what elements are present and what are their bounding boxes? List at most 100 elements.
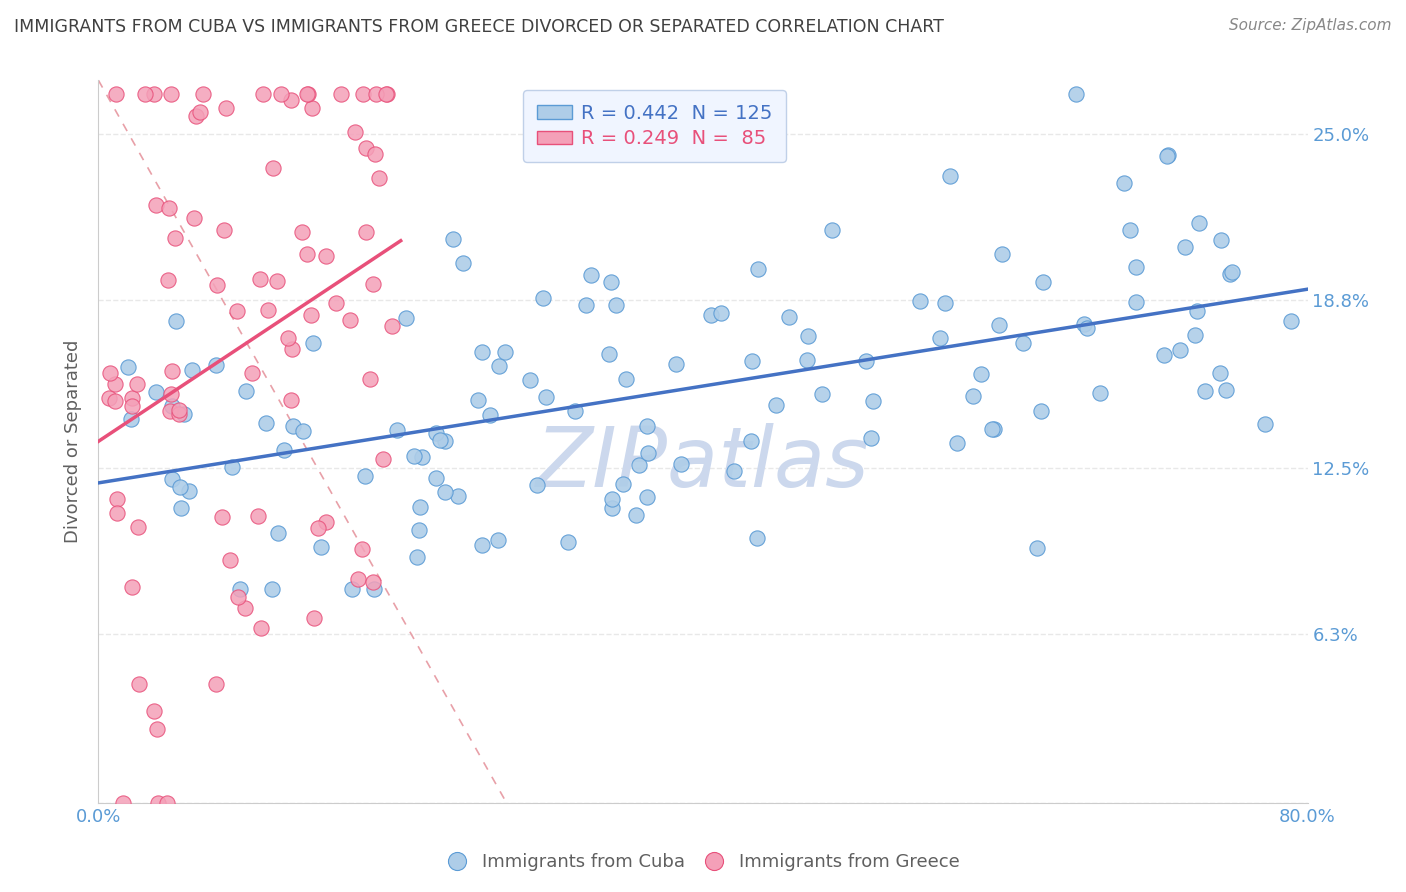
Point (361, 575, 384, 590)
Point (600, 491, 623, 506)
Point (934, 295, 956, 310)
Point (536, 390, 558, 404)
Point (159, 87, 181, 101)
Point (810, 386, 832, 401)
Point (249, 272, 271, 286)
Point (778, 310, 800, 325)
Point (221, 460, 243, 475)
Point (307, 521, 329, 535)
Point (127, 520, 149, 534)
Point (352, 87, 374, 101)
Point (280, 93, 302, 107)
Point (1220, 265, 1243, 279)
Point (1125, 260, 1147, 274)
Point (598, 346, 620, 360)
Point (605, 298, 627, 312)
Point (1088, 385, 1111, 400)
Point (181, 363, 204, 377)
Point (354, 226, 377, 240)
Point (160, 363, 183, 377)
Point (190, 105, 212, 120)
Point (429, 433, 451, 447)
Point (665, 357, 688, 371)
Point (240, 366, 263, 380)
Point (301, 101, 323, 115)
Point (519, 373, 541, 387)
Point (1029, 404, 1052, 418)
Point (1026, 541, 1049, 555)
Point (339, 312, 361, 326)
Point (295, 246, 318, 260)
Point (564, 404, 586, 418)
Point (928, 330, 950, 344)
Point (125, 376, 148, 391)
Point (256, 302, 278, 317)
Point (908, 293, 931, 308)
Point (1211, 233, 1233, 247)
Point (250, 621, 273, 635)
Point (170, 500, 193, 515)
Point (266, 274, 288, 288)
Point (373, 451, 395, 466)
Point (291, 424, 314, 438)
Point (121, 580, 143, 594)
Point (741, 353, 763, 368)
Point (1215, 384, 1237, 398)
Point (159, 404, 181, 418)
Point (329, 87, 352, 101)
Point (1064, 87, 1087, 101)
Point (235, 384, 257, 398)
Point (160, 472, 183, 486)
Point (637, 446, 659, 460)
Point (343, 125, 366, 139)
Point (315, 516, 337, 530)
Legend: R = 0.442  N = 125, R = 0.249  N =  85: R = 0.442 N = 125, R = 0.249 N = 85 (523, 90, 786, 162)
Point (988, 318, 1011, 332)
Point (862, 393, 884, 408)
Point (366, 87, 388, 101)
Point (612, 477, 634, 491)
Point (1188, 216, 1211, 230)
Point (1076, 321, 1098, 335)
Point (315, 249, 337, 263)
Point (402, 450, 425, 464)
Point (173, 407, 195, 421)
Point (270, 87, 292, 101)
Point (262, 582, 284, 596)
Point (280, 393, 302, 408)
Point (262, 161, 284, 176)
Point (710, 306, 733, 320)
Point (471, 344, 494, 359)
Point (121, 399, 143, 413)
Point (859, 431, 882, 445)
Point (1219, 268, 1241, 282)
Point (1156, 149, 1178, 163)
Point (207, 277, 229, 292)
Point (627, 458, 650, 472)
Point (359, 372, 381, 386)
Point (600, 500, 623, 515)
Point (167, 407, 190, 421)
Point (226, 303, 249, 318)
Y-axis label: Divorced or Separated: Divorced or Separated (65, 340, 83, 543)
Point (433, 485, 456, 500)
Point (97, 392, 120, 406)
Point (281, 343, 304, 357)
Point (1153, 348, 1175, 362)
Point (531, 291, 554, 305)
Point (747, 262, 769, 277)
Point (575, 298, 598, 312)
Point (105, 492, 128, 507)
Point (291, 225, 314, 239)
Point (165, 314, 187, 328)
Point (142, 704, 165, 718)
Point (820, 222, 842, 236)
Point (740, 434, 762, 449)
Point (486, 533, 509, 547)
Point (796, 352, 818, 367)
Point (128, 677, 150, 691)
Point (600, 275, 623, 289)
Point (104, 394, 127, 409)
Point (277, 331, 299, 345)
Point (425, 426, 447, 441)
